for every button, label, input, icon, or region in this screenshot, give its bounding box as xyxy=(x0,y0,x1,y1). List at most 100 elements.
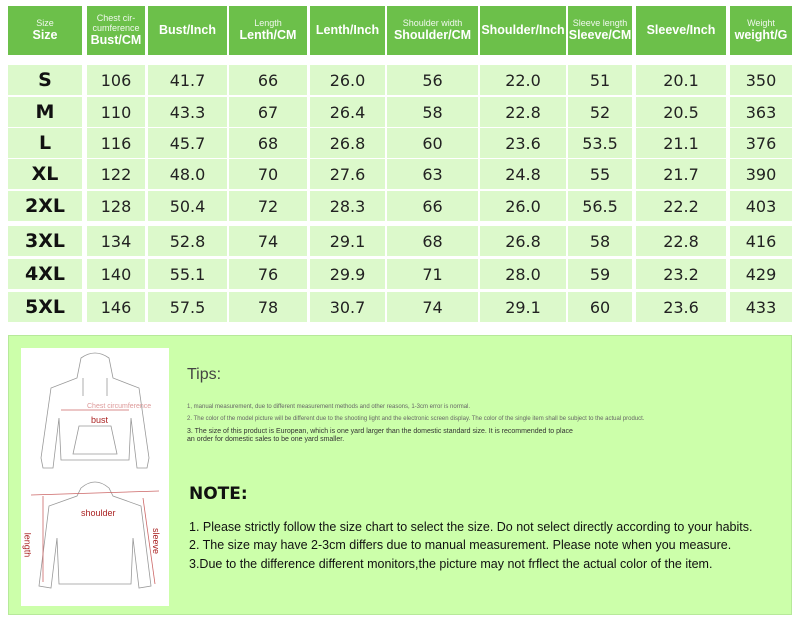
table-cell: 66 xyxy=(229,65,307,95)
table-cell: 60 xyxy=(568,292,632,322)
note-item: 2. The size may have 2-3cm differs due t… xyxy=(189,538,732,553)
table-cell: 28.3 xyxy=(310,191,385,221)
tip-item: 3. The size of this product is European,… xyxy=(187,427,573,443)
tips-list: 1, manual measurement, due to different … xyxy=(187,404,647,444)
table-cell: 26.0 xyxy=(480,191,566,221)
info-panel: Chest circumference bust shoulder length… xyxy=(8,335,792,615)
table-cell: 429 xyxy=(730,259,792,289)
table-cell: 57.5 xyxy=(148,292,227,322)
table-cell: 43.3 xyxy=(148,97,227,127)
table-cell: 29.1 xyxy=(480,292,566,322)
table-cell: 26.8 xyxy=(480,226,566,256)
header-label: Size xyxy=(32,27,58,42)
column-header: Size Size xyxy=(8,6,82,55)
hoodie-measurement-diagram: Chest circumference bust shoulder length… xyxy=(21,348,169,606)
table-cell: 28.0 xyxy=(480,259,566,289)
tips-title: Tips: xyxy=(187,366,222,383)
header-label: Lenth/Inch xyxy=(315,22,380,37)
table-cell: 50.4 xyxy=(148,191,227,221)
header-sublabel: Weight xyxy=(747,17,775,28)
table-cell: 30.7 xyxy=(310,292,385,322)
table-cell: 78 xyxy=(229,292,307,322)
size-label: 4XL xyxy=(8,259,82,289)
column-header: Length Lenth/CM xyxy=(229,6,307,55)
table-cell: 22.8 xyxy=(480,97,566,127)
header-label: Sleeve/Inch xyxy=(646,22,716,37)
column-header: Lenth/Inch xyxy=(310,6,385,55)
column-header: Bust/Inch xyxy=(148,6,227,55)
table-cell: 26.4 xyxy=(310,97,385,127)
column-header: Shoulder/Inch xyxy=(480,6,566,55)
size-label: S xyxy=(8,65,82,95)
chest-label: Chest circumference xyxy=(87,403,152,410)
bust-label: bust xyxy=(91,415,109,425)
table-cell: 116 xyxy=(87,128,145,158)
table-cell: 58 xyxy=(568,226,632,256)
header-label: Bust/Inch xyxy=(159,22,216,37)
table-cell: 72 xyxy=(229,191,307,221)
table-cell: 74 xyxy=(229,226,307,256)
header-sublabel: Sleeve length xyxy=(572,17,628,28)
table-cell: 22.0 xyxy=(480,65,566,95)
table-cell: 55 xyxy=(568,159,632,189)
table-cell: 45.7 xyxy=(148,128,227,158)
size-label: L xyxy=(8,128,82,158)
table-cell: 433 xyxy=(730,292,792,322)
table-cell: 29.9 xyxy=(310,259,385,289)
table-cell: 26.8 xyxy=(310,128,385,158)
table-cell: 24.8 xyxy=(480,159,566,189)
table-cell: 20.5 xyxy=(636,97,726,127)
size-label: 5XL xyxy=(8,292,82,322)
header-sublabel: Shoulder width xyxy=(402,17,463,28)
table-cell: 53.5 xyxy=(568,128,632,158)
header-label: Shoulder/Inch xyxy=(481,22,565,37)
size-label: M xyxy=(8,97,82,127)
size-label: XL xyxy=(8,159,82,189)
table-cell: 26.0 xyxy=(310,65,385,95)
header-label: Bust/CM xyxy=(90,32,142,47)
table-cell: 51 xyxy=(568,65,632,95)
table-cell: 122 xyxy=(87,159,145,189)
table-cell: 63 xyxy=(387,159,478,189)
header-label: Lenth/CM xyxy=(239,27,297,42)
table-cell: 146 xyxy=(87,292,145,322)
hoodie-icon xyxy=(30,352,160,589)
shoulder-label: shoulder xyxy=(81,508,116,518)
column-header: Sleeve length Sleeve/CM xyxy=(568,6,632,55)
header-sublabel: Size xyxy=(36,17,54,28)
table-cell: 403 xyxy=(730,191,792,221)
column-header: Sleeve/Inch xyxy=(636,6,726,55)
table-cell: 22.8 xyxy=(636,226,726,256)
table-cell: 21.1 xyxy=(636,128,726,158)
table-cell: 134 xyxy=(87,226,145,256)
note-item: 1. Please strictly follow the size chart… xyxy=(189,520,753,534)
table-cell: 66 xyxy=(387,191,478,221)
table-cell: 390 xyxy=(730,159,792,189)
table-cell: 71 xyxy=(387,259,478,289)
table-cell: 52 xyxy=(568,97,632,127)
table-cell: 59 xyxy=(568,259,632,289)
size-label: 3XL xyxy=(8,226,82,256)
length-label: length xyxy=(22,532,33,558)
header-label: Sleeve/CM xyxy=(568,27,632,42)
table-cell: 68 xyxy=(229,128,307,158)
table-cell: 416 xyxy=(730,226,792,256)
table-cell: 363 xyxy=(730,97,792,127)
column-header: Chest cir-cumference Bust/CM xyxy=(87,6,145,55)
note-item: 3.Due to the difference different monito… xyxy=(189,556,713,571)
notes-list: 1. Please strictly follow the size chart… xyxy=(189,519,787,572)
header-sublabel: Chest cir-cumference xyxy=(92,12,140,33)
header-sublabel: Length xyxy=(254,17,282,28)
table-cell: 106 xyxy=(87,65,145,95)
column-header: Shoulder width Shoulder/CM xyxy=(387,6,478,55)
table-cell: 55.1 xyxy=(148,259,227,289)
table-cell: 70 xyxy=(229,159,307,189)
table-cell: 27.6 xyxy=(310,159,385,189)
size-label: 2XL xyxy=(8,191,82,221)
table-cell: 20.1 xyxy=(636,65,726,95)
table-cell: 376 xyxy=(730,128,792,158)
table-cell: 110 xyxy=(87,97,145,127)
column-header: Weight weight/G xyxy=(730,6,792,55)
sleeve-label: sleeve xyxy=(151,527,162,555)
note-title: NOTE: xyxy=(189,484,248,504)
